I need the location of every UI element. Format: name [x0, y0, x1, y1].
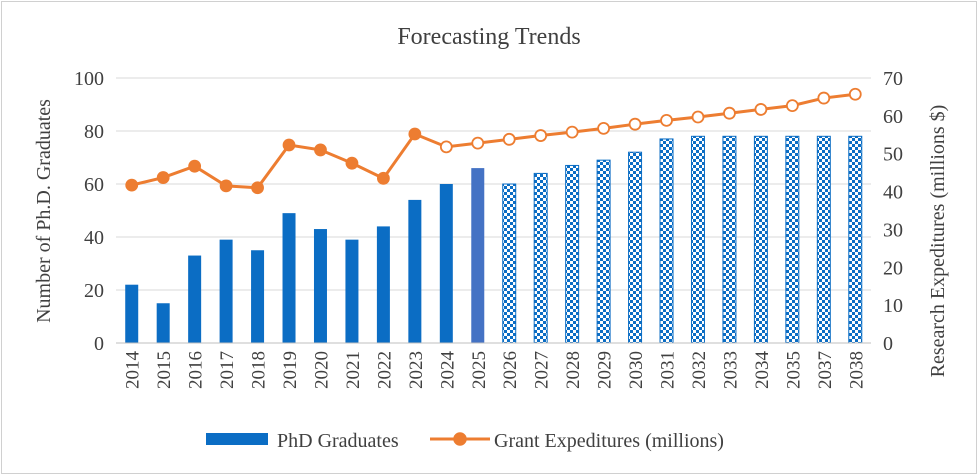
- bar: [533, 172, 548, 344]
- legend-label-bars: PhD Graduates: [277, 430, 399, 452]
- bar: [471, 168, 485, 343]
- x-tick-label: 2019: [280, 351, 301, 389]
- line-marker: [565, 125, 579, 139]
- bar: [156, 303, 170, 343]
- x-tick-label: 2017: [217, 351, 238, 389]
- bar: [282, 213, 296, 343]
- y-left-tick-label: 20: [84, 280, 104, 302]
- line-marker: [188, 159, 202, 173]
- y-left-tick-label: 60: [84, 174, 104, 196]
- line-marker: [723, 106, 736, 120]
- line-series: [125, 87, 862, 195]
- x-tick-label: 2022: [374, 351, 395, 389]
- line-marker: [408, 127, 422, 141]
- x-tick-label: 2016: [186, 351, 207, 389]
- line-path: [131, 92, 856, 190]
- bar: [690, 135, 705, 344]
- x-tick-label: 2015: [154, 351, 175, 389]
- y-left-tick-label: 0: [94, 333, 104, 355]
- legend-swatch-marker: [453, 432, 467, 446]
- y-right-tick-label: 0: [883, 333, 893, 355]
- line-marker: [754, 103, 768, 116]
- bar: [125, 284, 139, 343]
- line-marker: [848, 87, 862, 101]
- line-marker: [125, 178, 139, 192]
- chart-title: Forecasting Trends: [397, 24, 580, 50]
- line-marker: [219, 179, 233, 193]
- x-tick-label: 2037: [815, 351, 836, 389]
- bar: [502, 183, 517, 344]
- y-right-tick-label: 60: [883, 106, 903, 128]
- y-right-tick-label: 70: [883, 68, 903, 90]
- bar: [251, 250, 265, 343]
- legend-swatch-bar: [206, 433, 268, 445]
- x-tick-label: 2029: [595, 351, 616, 389]
- x-tick-label: 2031: [658, 351, 679, 389]
- x-tick-label: 2038: [846, 351, 867, 389]
- line-marker: [314, 143, 327, 157]
- bar: [188, 255, 202, 343]
- line-marker: [376, 171, 390, 185]
- x-tick-label: 2034: [752, 351, 773, 390]
- line-marker: [156, 171, 170, 184]
- line-marker: [691, 110, 705, 124]
- line-marker: [597, 121, 611, 135]
- bar-series: [125, 135, 863, 344]
- x-tick-label: 2021: [343, 351, 364, 389]
- bar: [753, 135, 768, 344]
- y-left-tick-label: 80: [84, 121, 104, 143]
- x-tick-label: 2026: [500, 351, 521, 389]
- y-left-tick-label: 100: [74, 68, 104, 90]
- bar: [785, 135, 800, 344]
- bar: [439, 184, 453, 343]
- y-axis-left-label: Number of Ph.D. Graduates: [33, 99, 55, 323]
- x-tick-label: 2035: [783, 351, 804, 389]
- line-marker: [345, 156, 359, 170]
- line-marker: [534, 129, 548, 142]
- bar: [408, 199, 422, 343]
- bar: [376, 226, 390, 343]
- line-marker: [439, 140, 453, 154]
- bar: [848, 135, 863, 344]
- bar: [816, 135, 831, 344]
- line-marker: [785, 99, 799, 113]
- x-tick-label: 2024: [437, 351, 458, 390]
- bar: [596, 159, 611, 344]
- line-marker: [502, 132, 516, 146]
- y-right-tick-label: 50: [883, 144, 903, 166]
- x-tick-label: 2014: [123, 351, 144, 390]
- x-tick-label: 2018: [249, 351, 270, 389]
- y-right-tick-label: 40: [883, 182, 903, 204]
- x-tick-label: 2033: [720, 351, 741, 389]
- bar: [345, 239, 359, 343]
- bar: [313, 229, 327, 343]
- x-tick-label: 2032: [689, 351, 710, 389]
- bar: [659, 138, 674, 344]
- line-marker: [471, 136, 485, 150]
- y-right-tick-label: 30: [883, 219, 903, 241]
- line-marker: [660, 114, 673, 127]
- bar: [628, 151, 643, 344]
- x-tick-label: 2030: [626, 351, 647, 389]
- x-tick-label: 2025: [469, 351, 490, 389]
- bar: [565, 164, 580, 344]
- y-axis-right-label: Research Expeditures (millions $): [927, 105, 949, 378]
- x-tick-label: 2023: [406, 351, 427, 389]
- line-marker: [251, 181, 264, 195]
- x-tick-label: 2028: [563, 351, 584, 389]
- x-tick-label: 2027: [532, 351, 553, 389]
- x-tick-label: 2020: [311, 351, 332, 389]
- line-marker: [817, 91, 831, 105]
- bar: [219, 239, 233, 343]
- bar: [722, 135, 737, 344]
- legend: PhD Graduates Grant Expeditures (million…: [206, 430, 724, 452]
- line-marker: [282, 138, 296, 152]
- y-right-tick-label: 20: [883, 257, 903, 279]
- line-marker: [628, 117, 642, 131]
- y-right-tick-label: 10: [883, 295, 903, 317]
- y-left-tick-label: 40: [84, 227, 104, 249]
- legend-label-line: Grant Expeditures (millions): [494, 430, 724, 452]
